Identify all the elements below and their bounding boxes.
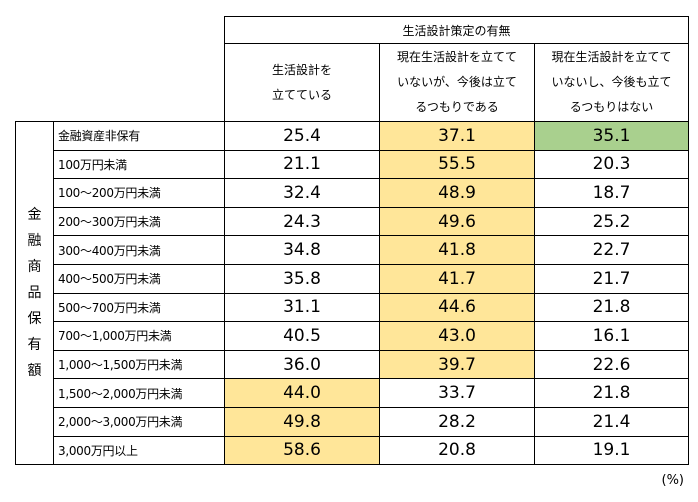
value-cell: 21.1 — [224, 149, 380, 180]
column-header-line: いないが、今後は立て — [397, 75, 517, 89]
column-header-line: 立てている — [271, 87, 332, 102]
row-label: 500～700万円未満 — [53, 292, 225, 323]
value-cell: 28.2 — [379, 406, 535, 437]
value-cell: 25.4 — [224, 121, 380, 151]
row-group-label-char: 有 — [27, 337, 42, 354]
value-cell: 22.6 — [534, 349, 689, 380]
value-cell: 39.7 — [379, 349, 535, 380]
value-cell: 21.8 — [534, 378, 689, 408]
table-row: 200～300万円未満 24.3 49.6 25.2 — [16, 206, 689, 237]
value-cell: 21.8 — [534, 292, 689, 323]
row-group-label-char: 保 — [27, 311, 42, 328]
column-header: 現在生活設計を立てて いないが、今後は立て るつもりである — [379, 43, 535, 122]
financial-assets-life-plan-table: 生活設計策定の有無 生活設計を 立てている 現在生活設計を立てて いないが、今後は立て… — [15, 16, 689, 466]
value-cell: 24.3 — [224, 206, 380, 237]
value-cell: 49.6 — [379, 206, 535, 237]
table-row: 100～200万円未満 32.4 48.9 18.7 — [16, 178, 689, 208]
row-label: 200～300万円未満 — [53, 206, 225, 237]
value-cell: 44.0 — [224, 378, 380, 408]
value-cell: 33.7 — [379, 378, 535, 408]
table-row: 3,000万円以上 58.6 20.8 19.1 — [16, 435, 689, 466]
row-label: 3,000万円以上 — [53, 435, 225, 466]
row-label: 700～1,000万円未満 — [53, 321, 225, 351]
row-label: 100～200万円未満 — [53, 178, 225, 208]
value-cell: 35.1 — [534, 121, 689, 151]
value-cell: 18.7 — [534, 178, 689, 208]
table-row: 1,000～1,500万円未満 36.0 39.7 22.6 — [16, 349, 689, 380]
column-header: 生活設計を立てている — [224, 43, 380, 122]
value-cell: 21.7 — [534, 263, 689, 294]
value-cell: 34.8 — [224, 235, 380, 265]
group-header: 生活設計策定の有無 — [224, 16, 689, 44]
column-header-line: 現在生活設計を立てて — [551, 50, 672, 64]
row-label: 300～400万円未満 — [53, 235, 225, 265]
table-row: 金融商品保有額金融資産非保有 25.4 37.1 35.1 — [15, 120, 689, 466]
table-row: 700～1,000万円未満 40.5 43.0 16.1 — [16, 321, 689, 351]
column-header-line: るつもりはない — [569, 100, 654, 114]
value-cell: 21.4 — [534, 406, 689, 437]
value-cell: 58.6 — [224, 435, 380, 466]
value-cell: 31.1 — [224, 292, 380, 323]
row-group-label-char: 融 — [27, 233, 42, 250]
column-header-line: 生活設計を — [271, 62, 332, 77]
value-cell: 16.1 — [534, 321, 689, 351]
column-header: 現在生活設計を立てて いないし、今後も立て るつもりはない — [534, 43, 689, 122]
unit-label: (%) — [661, 473, 685, 488]
value-cell: 40.5 — [224, 321, 380, 351]
row-label: 金融資産非保有 — [53, 121, 225, 151]
corner-blank — [16, 17, 225, 44]
value-cell: 32.4 — [224, 178, 380, 208]
row-label: 2,000～3,000万円未満 — [53, 406, 225, 437]
column-header-line: いないし、今後も立て — [551, 75, 672, 89]
value-cell: 36.0 — [224, 349, 380, 380]
value-cell: 37.1 — [379, 121, 535, 151]
value-cell: 19.1 — [534, 435, 689, 466]
value-cell: 55.5 — [379, 149, 535, 180]
table-row: 400～500万円未満 35.8 41.7 21.7 — [16, 263, 689, 294]
row-label: 100万円未満 — [53, 149, 225, 180]
table-row: 2,000～3,000万円未満 49.8 28.2 21.4 — [16, 406, 689, 437]
value-cell: 41.8 — [379, 235, 535, 265]
row-label: 400～500万円未満 — [53, 263, 225, 294]
row-group-label-char: 商 — [27, 259, 42, 276]
value-cell: 49.8 — [224, 406, 380, 437]
column-header-line: るつもりである — [415, 100, 499, 114]
value-cell: 48.9 — [379, 178, 535, 208]
value-cell: 22.7 — [534, 235, 689, 265]
row-label: 1,500～2,000万円未満 — [53, 378, 225, 408]
table-row: 500～700万円未満 31.1 44.6 21.8 — [16, 292, 689, 323]
value-cell: 20.8 — [379, 435, 535, 466]
row-group-label-char: 金 — [27, 207, 42, 224]
column-header-line: 現在生活設計を立てて — [396, 50, 517, 64]
table-row: 300～400万円未満 34.8 41.8 22.7 — [16, 235, 689, 265]
value-cell: 43.0 — [379, 321, 535, 351]
value-cell: 25.2 — [534, 206, 689, 237]
value-cell: 20.3 — [534, 149, 689, 180]
value-cell: 35.8 — [224, 263, 380, 294]
value-cell: 44.6 — [379, 292, 535, 323]
row-group-label-char: 額 — [27, 363, 42, 380]
value-cell: 41.7 — [379, 263, 535, 294]
row-group-label: 金融商品保有額 — [15, 120, 54, 466]
corner-blank — [16, 44, 225, 122]
table-row: 1,500～2,000万円未満 44.0 33.7 21.8 — [16, 378, 689, 408]
row-group-label-char: 品 — [27, 285, 42, 302]
table-row: 100万円未満 21.1 55.5 20.3 — [16, 149, 689, 180]
row-label: 1,000～1,500万円未満 — [53, 349, 225, 380]
